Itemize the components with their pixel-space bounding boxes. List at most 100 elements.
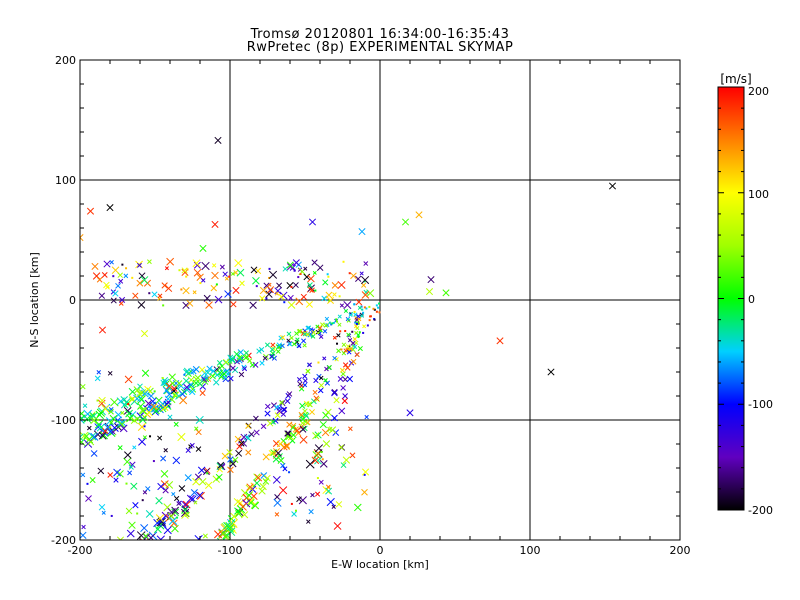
data-point — [126, 414, 135, 423]
data-point — [343, 308, 349, 314]
data-point — [180, 288, 183, 291]
data-point — [341, 397, 348, 405]
data-point — [138, 272, 146, 280]
data-point — [318, 375, 324, 381]
data-point — [186, 494, 195, 503]
data-point — [406, 409, 414, 417]
data-point — [344, 329, 347, 332]
data-point — [330, 323, 333, 326]
data-point — [205, 301, 213, 309]
data-point — [236, 499, 245, 507]
data-point — [116, 536, 125, 540]
data-point — [130, 416, 138, 425]
data-point — [314, 491, 321, 497]
data-point — [245, 449, 252, 456]
data-point — [199, 244, 207, 252]
data-point — [325, 484, 331, 490]
data-point — [302, 331, 307, 337]
data-point — [328, 426, 337, 434]
data-point — [303, 266, 308, 271]
colorbar-label: [m/s] — [720, 72, 751, 86]
data-point — [359, 271, 364, 276]
data-point — [270, 342, 276, 348]
data-point — [361, 282, 367, 288]
data-point — [137, 422, 147, 432]
data-point — [193, 268, 202, 277]
data-point — [303, 273, 311, 281]
data-point — [322, 329, 328, 334]
data-point — [317, 387, 324, 394]
data-point — [314, 444, 324, 453]
data-point — [268, 270, 278, 279]
data-point — [321, 458, 324, 461]
data-point — [98, 503, 106, 511]
y-tick-label: 0 — [69, 294, 76, 307]
data-point — [308, 509, 314, 515]
data-point — [265, 290, 273, 298]
data-point — [321, 295, 328, 302]
data-point — [128, 521, 136, 529]
data-point — [335, 318, 338, 321]
data-point — [294, 331, 299, 336]
data-point — [194, 374, 202, 382]
data-point — [202, 468, 210, 476]
data-point — [342, 456, 351, 464]
data-point — [300, 293, 307, 301]
colorbar-tick-label: -100 — [748, 398, 773, 411]
data-point — [91, 262, 99, 270]
data-point — [332, 321, 335, 324]
data-point — [80, 234, 84, 242]
data-point — [196, 380, 204, 388]
data-point — [333, 397, 340, 404]
data-point — [129, 396, 135, 402]
data-point — [196, 491, 205, 500]
data-point — [204, 375, 209, 381]
data-point — [290, 502, 293, 505]
data-point — [332, 292, 337, 297]
data-point — [377, 306, 380, 309]
data-point — [183, 373, 186, 376]
data-point — [181, 508, 190, 517]
data-point — [279, 400, 285, 406]
data-point — [297, 276, 300, 279]
data-point — [299, 272, 302, 275]
data-point — [136, 262, 142, 268]
data-point — [216, 466, 224, 473]
data-point — [262, 478, 270, 485]
data-point — [357, 317, 362, 322]
data-point — [107, 428, 114, 436]
data-point — [181, 267, 188, 274]
data-point — [316, 264, 324, 271]
data-point — [317, 361, 320, 364]
data-point — [136, 279, 144, 287]
data-point — [307, 362, 313, 368]
data-point — [356, 333, 361, 337]
data-point — [296, 377, 302, 382]
data-point — [169, 380, 176, 387]
data-point — [138, 437, 147, 446]
data-point — [313, 395, 320, 402]
data-point — [141, 369, 150, 377]
data-point — [195, 446, 202, 452]
data-point — [103, 423, 112, 432]
data-point — [95, 410, 104, 420]
data-point — [176, 516, 179, 519]
data-point — [355, 322, 358, 325]
data-point — [238, 440, 245, 447]
data-point — [287, 341, 293, 347]
data-point — [168, 516, 178, 526]
data-point — [86, 482, 89, 485]
data-point — [331, 322, 334, 325]
data-point — [302, 382, 308, 388]
data-point — [179, 396, 188, 405]
data-point — [242, 354, 249, 361]
data-point — [88, 411, 96, 419]
data-point — [274, 494, 281, 500]
data-point — [311, 259, 318, 266]
data-point — [348, 347, 353, 352]
data-point — [119, 296, 126, 303]
data-point — [216, 360, 223, 366]
data-point — [151, 291, 158, 298]
data-point — [183, 383, 191, 391]
data-point — [346, 375, 354, 383]
